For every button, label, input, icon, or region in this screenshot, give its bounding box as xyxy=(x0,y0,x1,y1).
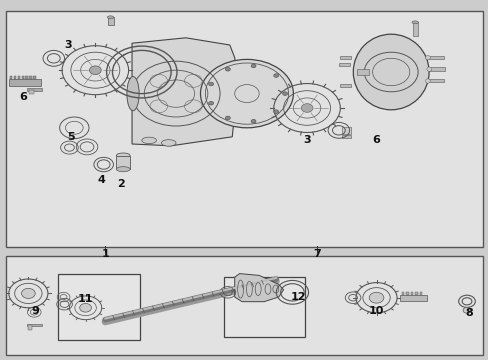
Circle shape xyxy=(225,67,230,71)
Text: 2: 2 xyxy=(117,179,125,189)
Bar xyxy=(410,292,412,295)
Bar xyxy=(29,76,32,79)
Bar xyxy=(6,11,482,247)
Bar xyxy=(14,76,16,79)
Text: 11: 11 xyxy=(78,294,93,304)
Bar xyxy=(427,56,443,59)
Bar xyxy=(28,325,32,330)
Bar xyxy=(399,295,426,301)
Polygon shape xyxy=(234,274,283,302)
Circle shape xyxy=(89,66,101,75)
Bar xyxy=(116,156,130,169)
Ellipse shape xyxy=(127,77,139,111)
Bar xyxy=(342,135,350,138)
Circle shape xyxy=(273,74,278,77)
Bar xyxy=(224,277,304,337)
Circle shape xyxy=(368,292,383,303)
Ellipse shape xyxy=(426,67,431,71)
Ellipse shape xyxy=(425,55,429,60)
Text: 6: 6 xyxy=(372,135,380,145)
Ellipse shape xyxy=(116,153,130,158)
Text: 3: 3 xyxy=(64,40,72,50)
Bar xyxy=(10,76,12,79)
Bar xyxy=(58,274,140,340)
Ellipse shape xyxy=(161,140,176,146)
Ellipse shape xyxy=(352,34,428,110)
Circle shape xyxy=(80,303,91,312)
Bar xyxy=(338,63,349,66)
Bar xyxy=(29,90,34,94)
Text: 10: 10 xyxy=(368,306,384,316)
Ellipse shape xyxy=(116,167,130,172)
Text: 5: 5 xyxy=(67,132,75,142)
Bar xyxy=(339,84,350,87)
Circle shape xyxy=(208,82,213,86)
Ellipse shape xyxy=(425,79,429,83)
Circle shape xyxy=(225,116,230,120)
Text: 1: 1 xyxy=(101,249,109,259)
Ellipse shape xyxy=(142,137,156,144)
Bar xyxy=(27,88,41,91)
Text: 6: 6 xyxy=(20,92,27,102)
Circle shape xyxy=(200,59,293,128)
Circle shape xyxy=(251,64,256,68)
Bar xyxy=(342,127,350,134)
Bar xyxy=(21,76,24,79)
Circle shape xyxy=(301,104,312,112)
Text: 4: 4 xyxy=(98,175,105,185)
Bar xyxy=(18,76,20,79)
Text: 3: 3 xyxy=(303,135,310,145)
Bar xyxy=(339,56,350,59)
Bar xyxy=(33,76,36,79)
Bar xyxy=(427,79,443,82)
Bar xyxy=(412,22,417,36)
Circle shape xyxy=(273,110,278,113)
Polygon shape xyxy=(132,38,237,146)
Bar xyxy=(27,324,41,326)
Circle shape xyxy=(282,92,287,95)
Circle shape xyxy=(251,120,256,123)
Text: 7: 7 xyxy=(312,249,320,259)
Bar xyxy=(107,17,114,25)
Circle shape xyxy=(21,288,35,298)
Bar xyxy=(9,79,41,86)
Ellipse shape xyxy=(411,21,417,24)
Bar xyxy=(6,256,482,355)
Bar xyxy=(406,292,408,295)
Text: 9: 9 xyxy=(31,306,39,316)
Text: 8: 8 xyxy=(465,308,472,318)
Ellipse shape xyxy=(462,307,470,313)
Bar xyxy=(419,292,421,295)
Bar xyxy=(414,292,417,295)
Ellipse shape xyxy=(107,16,113,19)
Bar xyxy=(356,69,368,75)
Circle shape xyxy=(208,102,213,105)
Bar xyxy=(428,67,444,71)
Bar xyxy=(25,76,28,79)
Bar xyxy=(401,292,404,295)
Text: 12: 12 xyxy=(290,292,305,302)
